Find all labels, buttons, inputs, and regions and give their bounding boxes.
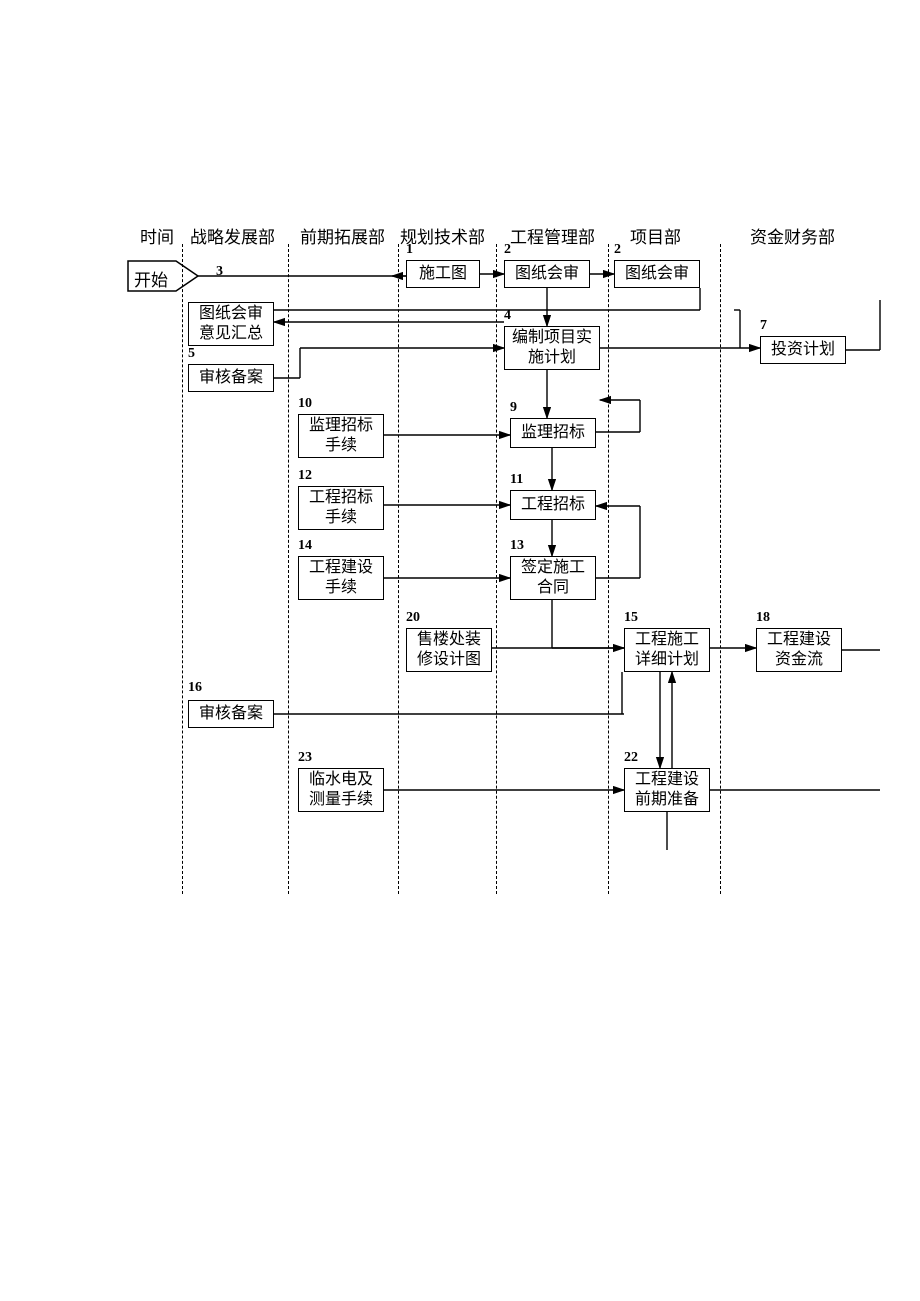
- node-number: 14: [298, 538, 312, 554]
- flowchart-node: 审核备案: [188, 700, 274, 728]
- node-number: 22: [624, 750, 638, 766]
- start-node: 开始: [134, 266, 168, 291]
- node-number: 11: [510, 472, 523, 488]
- flowchart-node: 监理招标: [510, 418, 596, 448]
- flowchart-node: 签定施工合同: [510, 556, 596, 600]
- flowchart-node: 投资计划: [760, 336, 846, 364]
- swimlane-separator: [496, 244, 497, 894]
- node-number: 18: [756, 610, 770, 626]
- node-number: 4: [504, 308, 511, 324]
- swimlane-header: 工程管理部: [510, 223, 595, 248]
- flowchart-node: 工程建设资金流: [756, 628, 842, 672]
- node-number: 16: [188, 680, 202, 696]
- flowchart-node: 监理招标手续: [298, 414, 384, 458]
- swimlane-separator: [182, 244, 183, 894]
- node-number: 2: [504, 242, 511, 258]
- node-number: 1: [406, 242, 413, 258]
- swimlane-header: 前期拓展部: [300, 223, 385, 248]
- node-number: 7: [760, 318, 767, 334]
- node-number: 20: [406, 610, 420, 626]
- node-number: 10: [298, 396, 312, 412]
- flowchart-node: 临水电及测量手续: [298, 768, 384, 812]
- swimlane-header: 项目部: [630, 223, 681, 248]
- flowchart-node: 工程招标手续: [298, 486, 384, 530]
- node-number: 9: [510, 400, 517, 416]
- swimlane-separator: [398, 244, 399, 894]
- flowchart-node: 编制项目实施计划: [504, 326, 600, 370]
- node-number: 5: [188, 346, 195, 362]
- flowchart-node: 售楼处装修设计图: [406, 628, 492, 672]
- flowchart-node: 审核备案: [188, 364, 274, 392]
- flowchart-node: 图纸会审: [614, 260, 700, 288]
- node-number: 15: [624, 610, 638, 626]
- flowchart-node: 施工图: [406, 260, 480, 288]
- node-number: 3: [216, 264, 223, 280]
- node-number: 2: [614, 242, 621, 258]
- flowchart-node: 工程建设手续: [298, 556, 384, 600]
- flowchart-node: 图纸会审: [504, 260, 590, 288]
- flowchart-node: 工程招标: [510, 490, 596, 520]
- swimlane-separator: [288, 244, 289, 894]
- swimlane-separator: [608, 244, 609, 894]
- flowchart-node: 工程施工详细计划: [624, 628, 710, 672]
- flowchart-node: 图纸会审意见汇总: [188, 302, 274, 346]
- flowchart-canvas: 时间战略发展部前期拓展部规划技术部工程管理部项目部资金财务部开始施工图1图纸会审…: [0, 0, 920, 1301]
- swimlane-header: 时间: [140, 223, 174, 248]
- node-number: 13: [510, 538, 524, 554]
- swimlane-header: 资金财务部: [750, 223, 835, 248]
- node-number: 12: [298, 468, 312, 484]
- swimlane-separator: [720, 244, 721, 894]
- swimlane-header: 战略发展部: [190, 223, 275, 248]
- flowchart-node: 工程建设前期准备: [624, 768, 710, 812]
- node-number: 23: [298, 750, 312, 766]
